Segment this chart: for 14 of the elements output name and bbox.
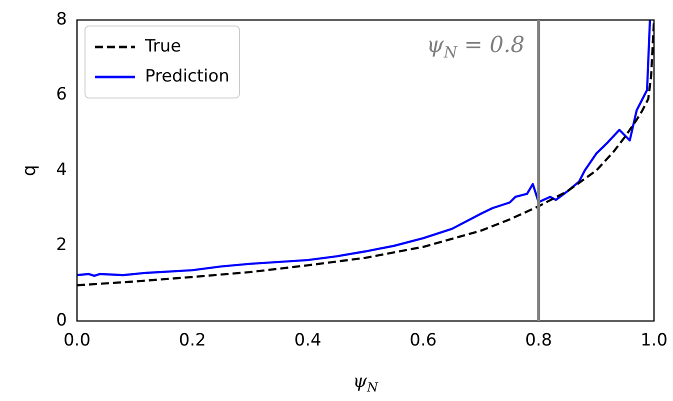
legend-label: True bbox=[144, 36, 182, 56]
y-tick-label: 2 bbox=[56, 235, 67, 256]
y-tick-label: 6 bbox=[56, 84, 67, 105]
legend-label: Prediction bbox=[145, 66, 230, 86]
x-tick-label: 0.8 bbox=[525, 330, 552, 351]
y-tick-label: 8 bbox=[56, 9, 67, 30]
x-tick-label: 0.0 bbox=[63, 330, 91, 351]
x-tick-label: 0.2 bbox=[178, 330, 206, 351]
y-axis-title: q bbox=[19, 164, 40, 176]
x-tick-label: 1.0 bbox=[640, 330, 668, 351]
x-tick-label: 0.6 bbox=[410, 330, 437, 351]
y-tick-label: 4 bbox=[56, 160, 67, 180]
x-tick-label: 0.4 bbox=[294, 330, 322, 351]
y-tick-label: 0 bbox=[56, 310, 67, 330]
